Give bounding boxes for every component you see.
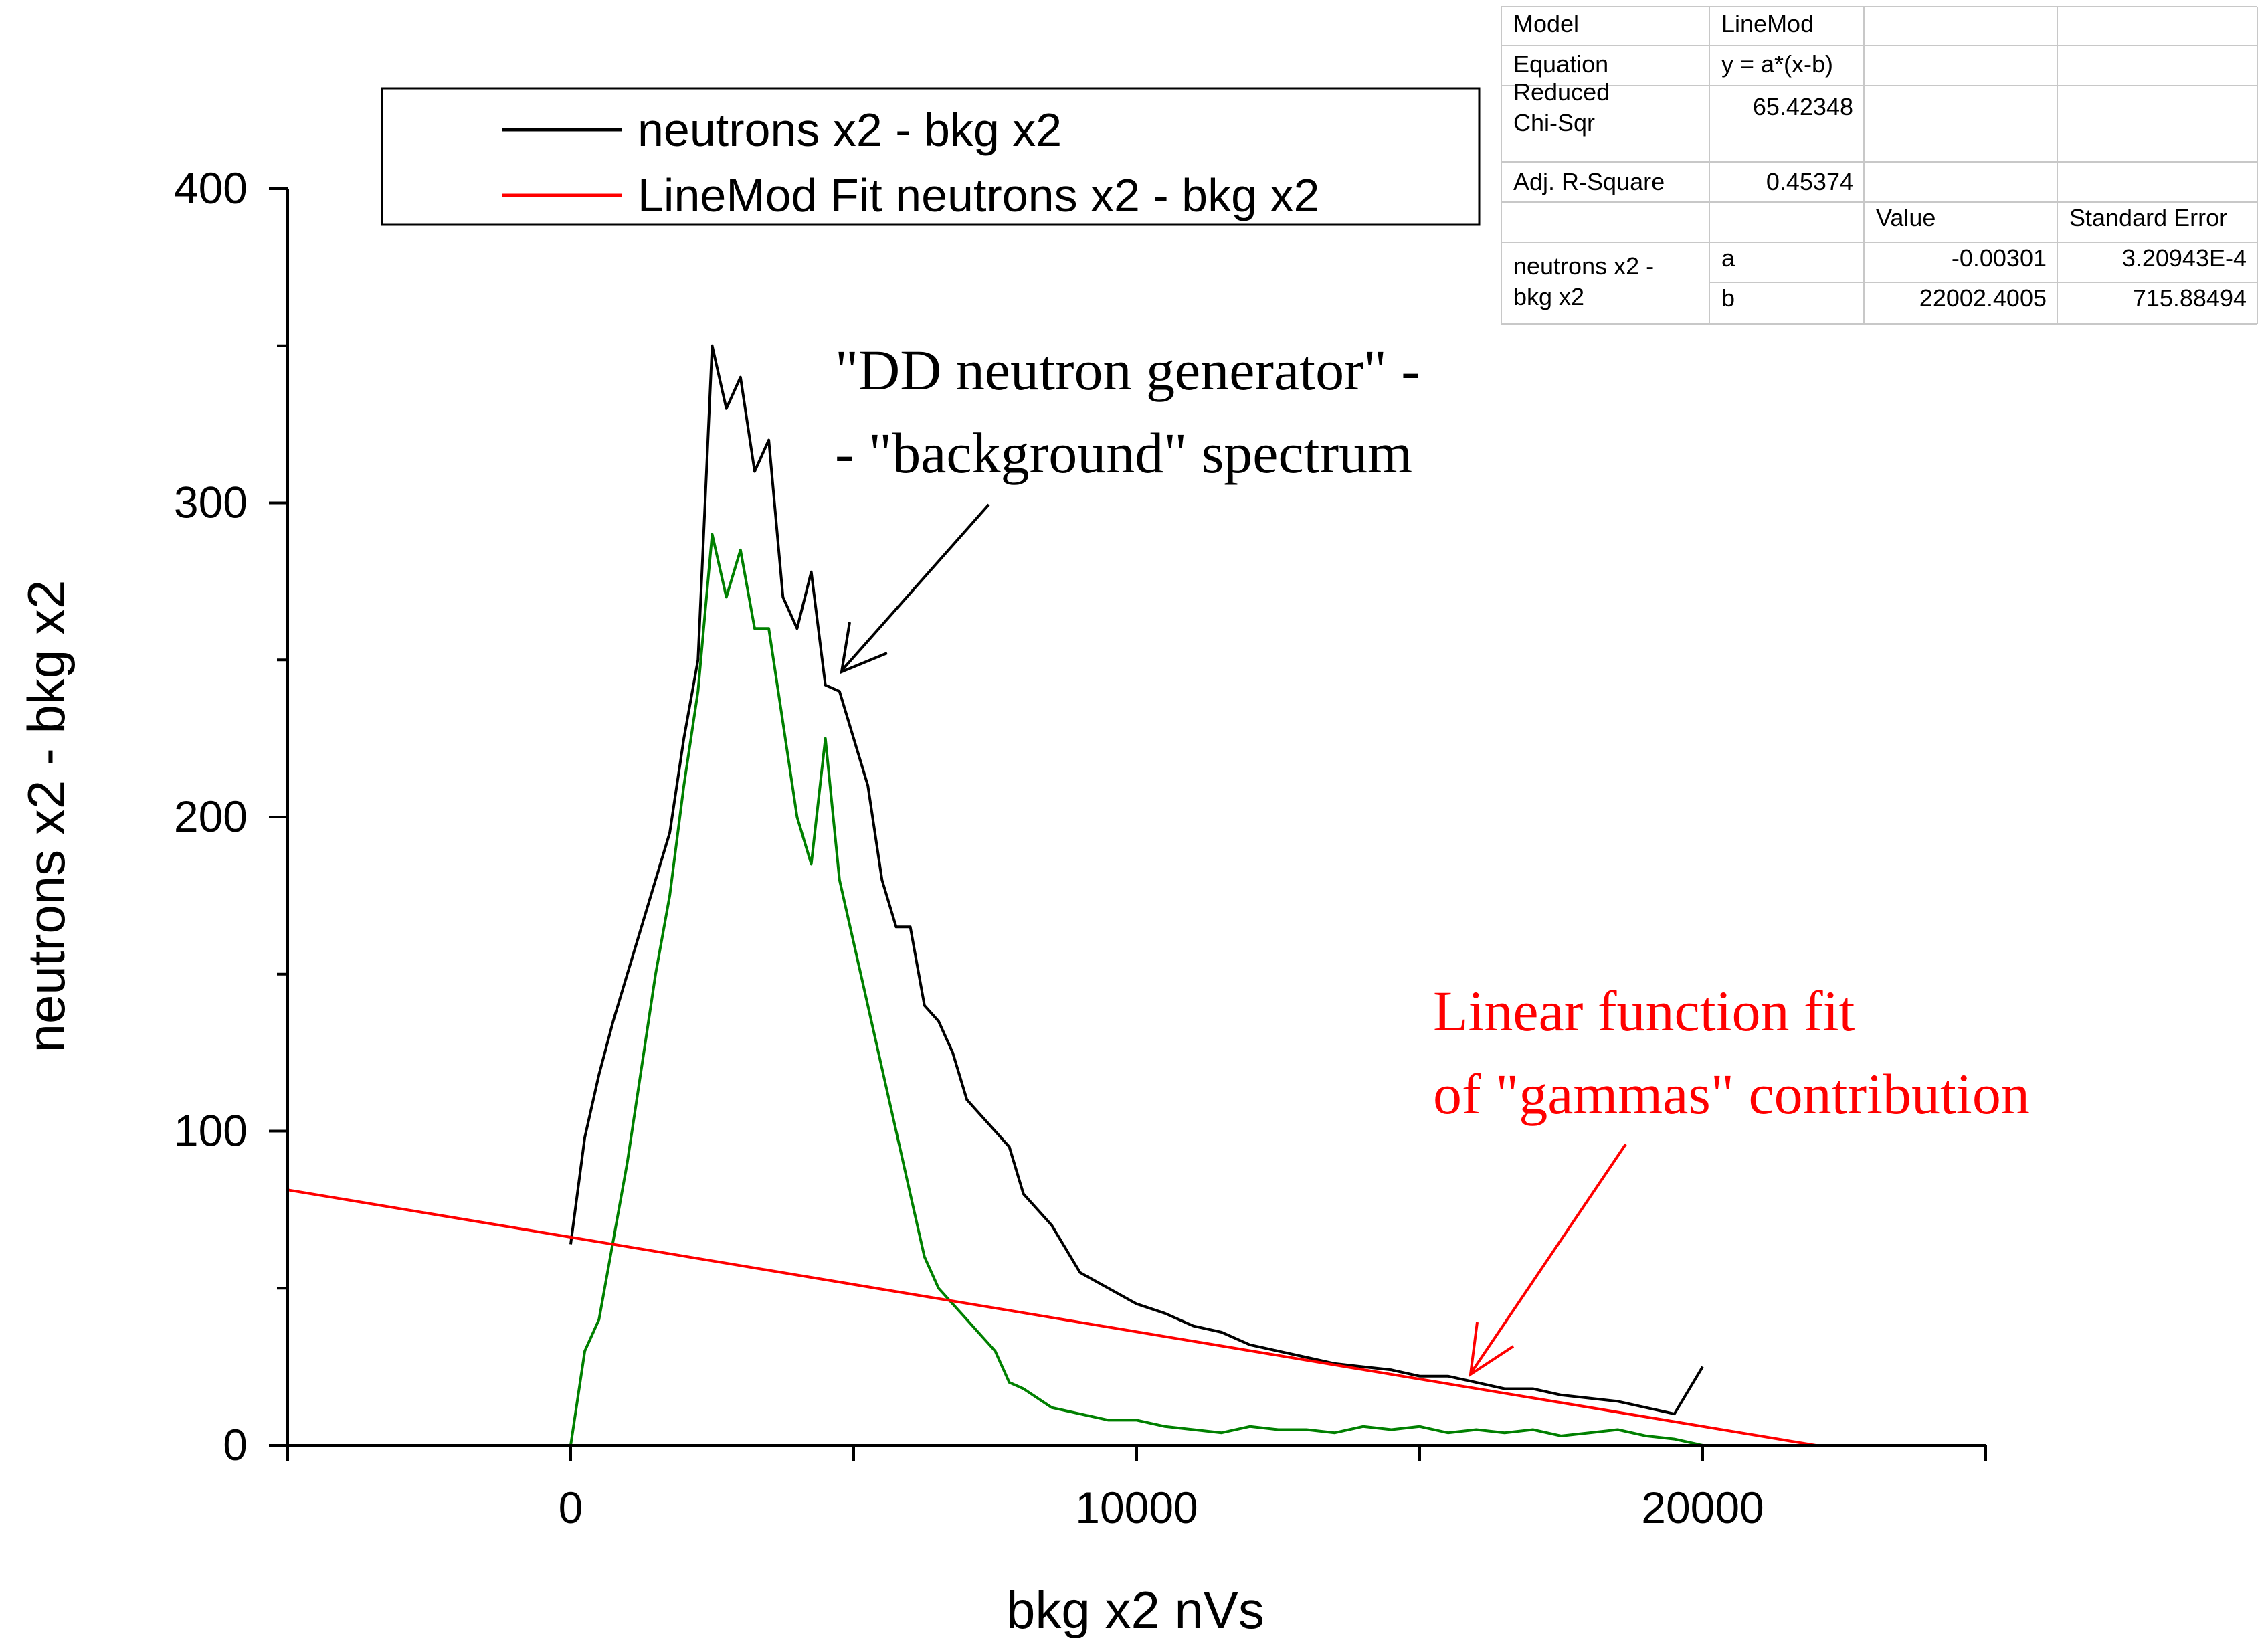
stats-table-cell: LineMod: [1721, 10, 1814, 37]
stats-table-cell: 0.45374: [1766, 168, 1853, 195]
y-tick-label: 100: [174, 1106, 248, 1156]
stats-table-cell: 65.42348: [1753, 93, 1853, 120]
x-tick-label: 20000: [1641, 1483, 1764, 1532]
y-tick-label: 200: [174, 792, 248, 841]
stats-table-cell: a: [1721, 244, 1735, 272]
fit-line: [287, 1188, 1816, 1447]
stats-table-cell: Equation: [1513, 50, 1608, 78]
stats-table-cell: 3.20943E-4: [2122, 244, 2247, 272]
annotation-dd-line2: - "background" spectrum: [835, 421, 1412, 485]
annotation-fit-line1: Linear function fit: [1433, 979, 1855, 1043]
stats-table-cell: -0.00301: [1952, 244, 2047, 272]
legend-box: [381, 87, 1481, 226]
annotation-dd-arrow: [840, 503, 990, 674]
annotation-fit-arrow: [1469, 1143, 1627, 1378]
fit-statistics-table: Model LineMod Equation y = a*(x-b) Reduced Ch…: [1501, 6, 2258, 325]
stats-table-cell: Chi-Sqr: [1513, 109, 1595, 136]
x-tick-label: 10000: [1075, 1483, 1198, 1532]
y-axis-title: neutrons x2 - bkg x2: [17, 580, 76, 1053]
series-line-green: [569, 533, 1703, 1447]
y-tick-label: 0: [223, 1420, 248, 1469]
stats-table-cell: Adj. R-Square: [1513, 168, 1665, 195]
x-tick-label: 0: [559, 1483, 583, 1532]
stats-table-cell: 715.88494: [2133, 284, 2247, 312]
legend: neutrons x2 - bkg x2 LineMod Fit neutron…: [381, 87, 1481, 226]
annotation-dd-line1: "DD neutron generator" -: [835, 338, 1420, 402]
x-axis-title: bkg x2 nVs: [1006, 1580, 1264, 1638]
stats-table-cell: bkg x2: [1513, 283, 1584, 310]
stats-table-cell: Value: [1876, 204, 1935, 232]
y-tick-label: 300: [174, 478, 248, 527]
stats-table-cell: y = a*(x-b): [1721, 50, 1833, 78]
stats-table-bg: [1501, 7, 2257, 324]
annotation-fit-line2: of "gammas" contribution: [1433, 1062, 2030, 1126]
series-line-neutrons: [569, 344, 1704, 1416]
stats-table-cell: Reduced: [1513, 78, 1610, 106]
stats-table-cell: Standard Error: [2069, 204, 2227, 232]
legend-label-neutrons: neutrons x2 - bkg x2: [638, 104, 1062, 156]
stats-table-cell: neutrons x2 -: [1513, 252, 1654, 280]
legend-label-fit: LineMod Fit neutrons x2 - bkg x2: [638, 169, 1319, 221]
stats-table-cell: 22002.4005: [1919, 284, 2047, 312]
stats-table-cell: b: [1721, 284, 1735, 312]
y-tick-label: 400: [174, 163, 248, 213]
stats-table-cell: Model: [1513, 10, 1579, 37]
ticks-layer: 0 10000 20000 0 100 200 300 400: [174, 163, 1987, 1532]
series-layer: [287, 344, 1816, 1447]
